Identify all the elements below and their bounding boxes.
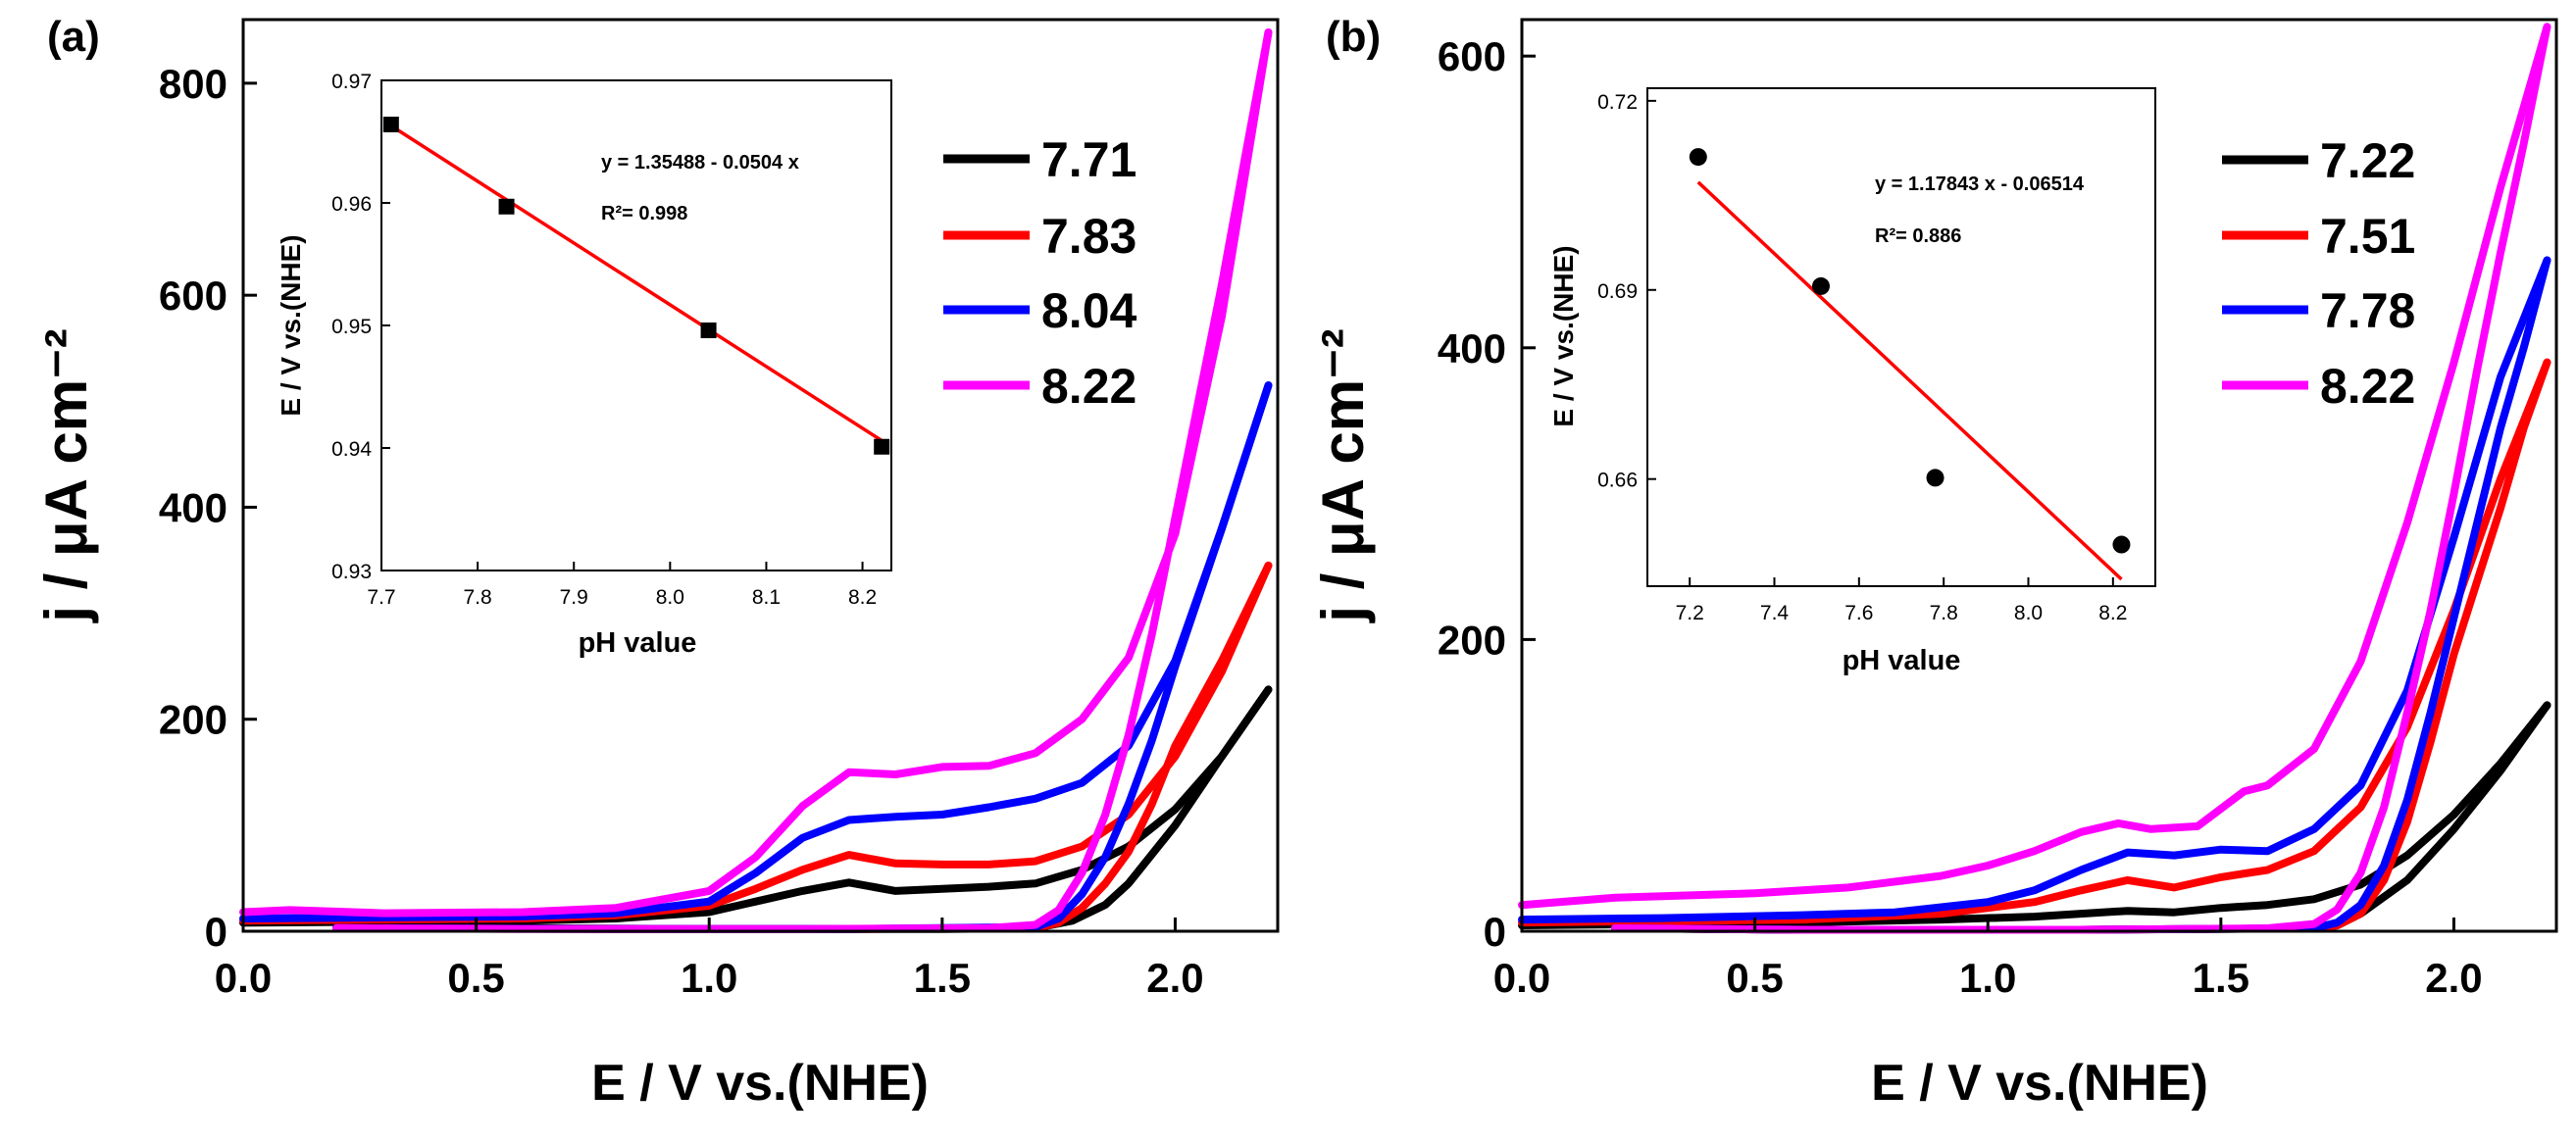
legend-b-label-1: 7.22 bbox=[2320, 133, 2415, 188]
legend-b-label-4: 8.22 bbox=[2320, 359, 2415, 414]
inset-b-equation: y = 1.17843 x - 0.06514 bbox=[1875, 174, 2085, 195]
series-a-8-04-forward-line bbox=[239, 381, 1273, 922]
legend-a-label-4: 8.22 bbox=[1041, 359, 1136, 414]
inset-x-tick-label: 8.0 bbox=[656, 586, 684, 609]
legend-a-label-1: 7.71 bbox=[1041, 132, 1136, 187]
panel-b-frame bbox=[1520, 18, 2558, 933]
x-tick-label: 1.5 bbox=[2193, 955, 2249, 1001]
inset-x-tick-label: 7.7 bbox=[367, 586, 395, 609]
y-tick-label: 400 bbox=[1438, 325, 1506, 372]
series-a-8-22-reverse-line bbox=[332, 28, 1273, 933]
panel-b-ticks: 0.0 0.5 1.0 1.5 2.0 0 200 400 600 bbox=[1438, 33, 2483, 1001]
y-tick-label: 200 bbox=[159, 697, 227, 743]
x-tick-label: 1.5 bbox=[914, 955, 971, 1001]
x-tick-label: 2.0 bbox=[1146, 955, 1203, 1001]
inset-x-tick-label: 7.9 bbox=[560, 586, 588, 609]
inset-x-tick-label: 7.2 bbox=[1676, 602, 1704, 624]
inset-b-data-point bbox=[1811, 276, 1830, 295]
inset-b-ylabel: E / V vs.(NHE) bbox=[1548, 245, 1579, 426]
inset-b-xlabel: pH value bbox=[1843, 645, 1961, 676]
x-tick-label: 0.5 bbox=[447, 955, 504, 1001]
inset-x-tick-label: 7.4 bbox=[1760, 602, 1790, 624]
x-tick-label: 0.5 bbox=[1726, 955, 1783, 1001]
series-b-8-22-reverse-line bbox=[1611, 23, 2551, 934]
panel-b-label: (b) bbox=[1326, 13, 1381, 61]
inset-x-tick-label: 8.2 bbox=[2098, 602, 2127, 624]
inset-a-background bbox=[275, 47, 897, 611]
inset-b-ticks: 7.2 7.4 7.6 7.8 8.0 8.2 0.66 0.69 0.72 bbox=[1597, 91, 2127, 624]
inset-a-data-point bbox=[498, 198, 515, 215]
inset-x-tick-label: 7.8 bbox=[1930, 602, 1958, 624]
inset-b-plot-area bbox=[1689, 148, 2131, 581]
x-tick-label: 1.0 bbox=[1959, 955, 2016, 1001]
y-tick-label: 200 bbox=[1438, 617, 1506, 663]
inset-x-tick-label: 8.1 bbox=[752, 586, 781, 609]
inset-a-ylabel: E / V vs.(NHE) bbox=[276, 234, 306, 416]
inset-b-data-point bbox=[2112, 535, 2131, 554]
panel-a-xlabel: E / V vs.(NHE) bbox=[591, 1055, 929, 1112]
legend-b-label-2: 7.51 bbox=[2320, 209, 2415, 264]
y-tick-label: 0 bbox=[1484, 909, 1506, 955]
inset-y-tick-label: 0.94 bbox=[331, 438, 372, 461]
inset-x-tick-label: 7.8 bbox=[464, 586, 492, 609]
inset-x-tick-label: 8.2 bbox=[848, 586, 877, 609]
panel-b-inset: 7.2 7.4 7.6 7.8 8.0 8.2 0.66 0.69 0.72 y = 1.178… bbox=[1547, 83, 2165, 676]
panel-a: (a) 0.0 0.5 1.0 1.5 2.0 0 200 400 600 800 E / V v… bbox=[33, 13, 1280, 1112]
panel-a-frame bbox=[241, 18, 1280, 933]
series-a-8-22-forward-line bbox=[239, 28, 1273, 918]
inset-x-tick-label: 7.6 bbox=[1844, 602, 1873, 624]
panel-a-legend: 7.71 7.83 8.04 8.22 bbox=[943, 132, 1137, 414]
inset-y-tick-label: 0.72 bbox=[1597, 91, 1638, 114]
inset-a-plot-area bbox=[382, 117, 890, 455]
y-tick-label: 600 bbox=[159, 273, 227, 319]
inset-a-data-point bbox=[382, 117, 399, 132]
inset-b-frame bbox=[1646, 87, 2156, 587]
inset-y-tick-label: 0.93 bbox=[331, 561, 372, 583]
legend-a-label-3: 8.04 bbox=[1041, 283, 1137, 338]
y-tick-label: 800 bbox=[159, 61, 227, 107]
inset-a-xlabel: pH value bbox=[579, 627, 697, 659]
panel-b-xlabel: E / V vs.(NHE) bbox=[1871, 1055, 2208, 1112]
panel-a-ylabel: j / μA cm⁻² bbox=[33, 328, 99, 623]
panel-b-ylabel: j / μA cm⁻² bbox=[1310, 328, 1376, 623]
panel-a-ticks: 0.0 0.5 1.0 1.5 2.0 0 200 400 600 800 bbox=[159, 61, 1204, 1001]
inset-b-data-point bbox=[1689, 148, 1707, 167]
series-b-7-22-forward-line bbox=[1518, 701, 2551, 929]
inset-a-data-point bbox=[874, 438, 890, 455]
x-tick-label: 1.0 bbox=[681, 955, 737, 1001]
inset-a-r2: R²= 0.998 bbox=[601, 203, 687, 224]
panel-a-plot-area bbox=[239, 28, 1273, 933]
x-tick-label: 0.0 bbox=[215, 955, 272, 1001]
inset-y-tick-label: 0.97 bbox=[331, 71, 372, 93]
inset-y-tick-label: 0.66 bbox=[1597, 470, 1638, 492]
x-tick-label: 2.0 bbox=[2425, 955, 2482, 1001]
inset-a-fit-line bbox=[389, 124, 884, 442]
legend-a-label-2: 7.83 bbox=[1041, 209, 1136, 264]
y-tick-label: 0 bbox=[205, 909, 227, 955]
inset-a-ticks: 7.7 7.8 7.9 8.0 8.1 8.2 0.93 0.94 0.95 0.96 0.97 bbox=[331, 71, 877, 609]
y-tick-label: 600 bbox=[1438, 33, 1506, 79]
inset-a-equation: y = 1.35488 - 0.0504 x bbox=[601, 152, 799, 174]
panel-b-legend: 7.22 7.51 7.78 8.22 bbox=[2222, 133, 2415, 414]
inset-y-tick-label: 0.69 bbox=[1597, 280, 1638, 303]
inset-y-tick-label: 0.95 bbox=[331, 316, 372, 338]
panel-a-inset: 7.7 7.8 7.9 8.0 8.1 8.2 0.93 0.94 0.95 0.96 0.97 y… bbox=[275, 47, 897, 659]
panel-b: (b) 0.0 0.5 1.0 1.5 2.0 0 200 400 600 E / V vs.(… bbox=[1310, 13, 2558, 1112]
inset-y-tick-label: 0.96 bbox=[331, 193, 372, 216]
inset-a-frame bbox=[380, 79, 892, 571]
inset-b-fit-line bbox=[1696, 180, 2123, 581]
inset-a-data-point bbox=[700, 323, 717, 338]
panel-b-plot-area bbox=[1518, 23, 2551, 934]
inset-x-tick-label: 8.0 bbox=[2014, 602, 2043, 624]
inset-b-data-point bbox=[1926, 469, 1945, 487]
series-b-8-22-forward-line bbox=[1518, 23, 2551, 910]
y-tick-label: 400 bbox=[159, 484, 227, 530]
inset-b-r2: R²= 0.886 bbox=[1875, 225, 1961, 247]
x-tick-label: 0.0 bbox=[1493, 955, 1550, 1001]
legend-b-label-3: 7.78 bbox=[2320, 283, 2415, 338]
panel-a-label: (a) bbox=[47, 13, 100, 61]
